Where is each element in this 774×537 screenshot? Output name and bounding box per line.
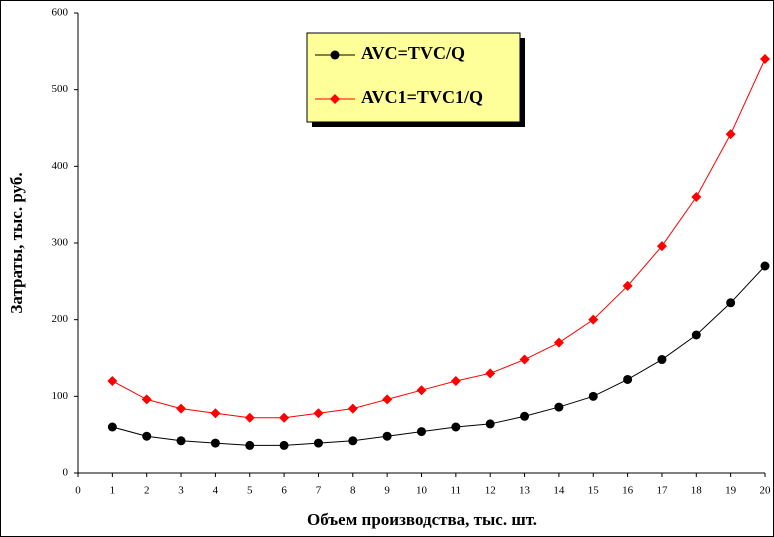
- x-tick-label: 16: [622, 485, 634, 497]
- x-tick-label: 18: [691, 485, 703, 497]
- marker: [330, 94, 340, 104]
- x-tick-label: 8: [350, 485, 356, 497]
- x-tick-label: 15: [588, 485, 600, 497]
- marker: [313, 408, 324, 419]
- marker: [760, 54, 770, 64]
- x-axis-title: Объем производства, тыс. шт.: [307, 510, 537, 529]
- marker: [107, 422, 117, 432]
- x-tick-label: 13: [519, 485, 531, 497]
- x-tick-label: 4: [213, 485, 219, 497]
- marker: [553, 337, 564, 348]
- marker: [176, 403, 187, 414]
- x-tick-label: 10: [416, 485, 428, 497]
- y-tick-label: 0: [63, 467, 69, 479]
- x-tick-label: 1: [110, 485, 116, 497]
- marker: [279, 412, 290, 423]
- marker: [520, 411, 530, 421]
- x-tick-label: 20: [760, 485, 772, 497]
- marker: [176, 436, 186, 446]
- series-line: [112, 58, 766, 419]
- x-tick-label: 3: [178, 485, 184, 497]
- legend-label: AVC=TVC/Q: [361, 43, 465, 63]
- y-tick-label: 300: [52, 237, 69, 249]
- y-tick-label: 400: [52, 160, 69, 172]
- x-tick-label: 12: [485, 485, 496, 497]
- marker: [691, 330, 701, 340]
- marker: [485, 368, 496, 379]
- marker: [348, 436, 358, 446]
- marker: [623, 374, 633, 384]
- x-tick-label: 7: [316, 485, 322, 497]
- y-tick-label: 500: [52, 83, 69, 95]
- x-tick-label: 19: [725, 485, 737, 497]
- series-line: [112, 265, 766, 446]
- marker: [726, 298, 736, 308]
- marker: [691, 192, 702, 202]
- x-tick-label: 5: [247, 485, 253, 497]
- x-tick-label: 11: [451, 485, 462, 497]
- marker: [330, 50, 340, 60]
- marker: [450, 376, 461, 386]
- marker: [313, 438, 323, 448]
- x-tick-label: 14: [553, 485, 565, 497]
- marker: [519, 354, 530, 365]
- marker: [554, 402, 564, 412]
- marker: [760, 261, 770, 271]
- x-tick-label: 17: [656, 485, 668, 497]
- marker: [142, 431, 152, 441]
- marker: [657, 355, 667, 365]
- marker: [210, 438, 220, 448]
- marker: [416, 385, 427, 396]
- marker: [382, 431, 392, 441]
- marker: [622, 280, 633, 291]
- x-tick-label: 0: [75, 485, 81, 497]
- legend: [306, 32, 521, 123]
- marker: [588, 391, 598, 401]
- marker: [244, 412, 255, 423]
- y-tick-label: 600: [52, 7, 69, 19]
- marker: [656, 241, 667, 252]
- x-tick-label: 9: [384, 485, 390, 497]
- marker: [382, 394, 393, 405]
- marker: [417, 427, 426, 437]
- y-axis-title: Затраты, тыс. руб.: [7, 172, 26, 313]
- legend-label: AVC1=TVC1/Q: [361, 87, 483, 107]
- marker: [107, 376, 118, 386]
- x-tick-label: 2: [144, 485, 150, 497]
- marker: [347, 403, 358, 414]
- marker: [485, 419, 495, 429]
- marker: [451, 422, 461, 432]
- marker: [725, 129, 736, 140]
- y-tick-label: 200: [52, 313, 69, 325]
- marker: [588, 314, 599, 325]
- marker: [210, 408, 221, 419]
- x-tick-label: 6: [281, 485, 287, 497]
- y-tick-label: 100: [52, 390, 69, 402]
- marker: [279, 440, 289, 450]
- marker: [141, 394, 152, 405]
- marker: [245, 440, 255, 450]
